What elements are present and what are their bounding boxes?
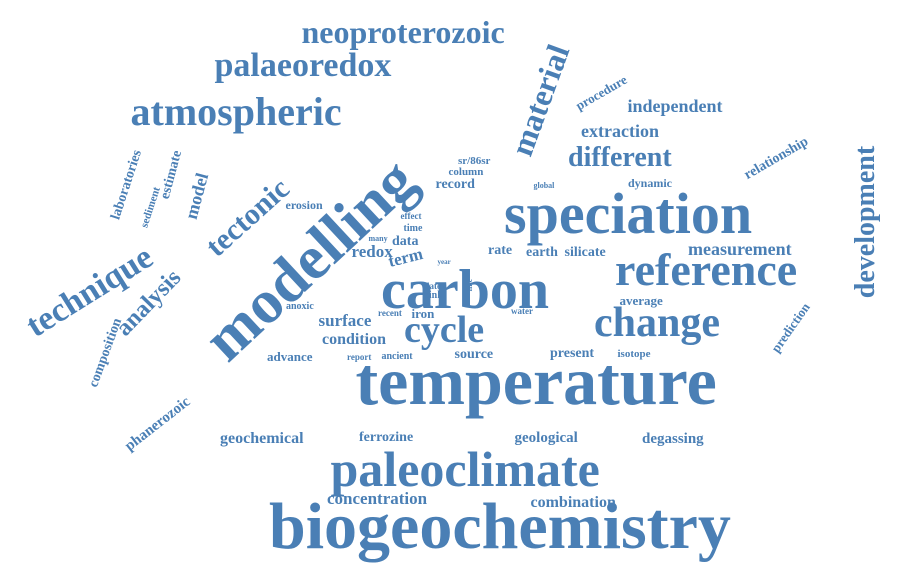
- word-iron: iron: [411, 305, 435, 321]
- word-relationship: relationship: [741, 134, 811, 183]
- word-line: line: [465, 278, 475, 292]
- word-material: material: [503, 39, 577, 161]
- word-data: data: [392, 234, 419, 249]
- word-late: late: [427, 280, 441, 291]
- word-earth: earth: [526, 245, 558, 260]
- word-prediction: prediction: [767, 299, 813, 355]
- word-extraction: extraction: [581, 121, 659, 141]
- word-cycle: cycle: [404, 309, 485, 351]
- word-sink: sink: [425, 290, 443, 301]
- word-reference: reference: [615, 244, 798, 295]
- word-sr86sr: sr/86sr: [458, 154, 491, 167]
- word-global: global: [533, 181, 555, 190]
- word-model: model: [180, 170, 212, 222]
- word-advance: advance: [267, 348, 313, 364]
- word-degassing: degassing: [642, 430, 704, 447]
- word-ferrozine: ferrozine: [359, 430, 414, 445]
- word-many: many: [368, 234, 388, 243]
- word-independent: independent: [627, 96, 723, 116]
- word-laboratories: laboratories: [108, 148, 145, 222]
- word-record: record: [435, 177, 475, 192]
- word-temperature: temperature: [355, 343, 717, 419]
- word-composition: composition: [86, 316, 126, 390]
- word-paleoclimate: paleoclimate: [330, 441, 600, 497]
- word-source: source: [454, 347, 494, 362]
- word-combination: combination: [530, 494, 616, 511]
- word-water: water: [511, 305, 533, 316]
- word-change: change: [594, 300, 720, 346]
- word-surface: surface: [318, 310, 372, 330]
- word-condition: condition: [322, 331, 387, 348]
- word-biogeochemistry: biogeochemistry: [269, 490, 731, 563]
- word-development: development: [850, 145, 882, 299]
- word-silicate: silicate: [564, 245, 606, 260]
- word-anoxic: anoxic: [286, 301, 314, 312]
- word-present: present: [550, 346, 595, 361]
- word-measurement: measurement: [688, 239, 792, 259]
- word-erosion: erosion: [285, 198, 323, 212]
- word-concentration: concentration: [327, 488, 428, 508]
- word-year: year: [437, 257, 451, 266]
- word-palaeoredox: palaeoredox: [214, 47, 392, 84]
- word-estimate: estimate: [157, 148, 186, 201]
- word-isotope: isotope: [617, 347, 651, 360]
- word-recent: recent: [378, 307, 402, 318]
- word-effect: effect: [400, 210, 422, 221]
- word-carbon: carbon: [381, 259, 549, 321]
- word-dynamic: dynamic: [628, 176, 673, 190]
- word-redox: redox: [351, 241, 393, 261]
- word-phanerozoic: phanerozoic: [122, 393, 194, 454]
- word-report: report: [347, 351, 372, 362]
- word-atmospheric: atmospheric: [130, 89, 342, 134]
- word-procedure: procedure: [572, 71, 630, 113]
- word-speciation: speciation: [504, 181, 753, 246]
- word-rate: rate: [488, 243, 513, 258]
- word-time: time: [403, 223, 423, 234]
- word-geological: geological: [514, 429, 578, 446]
- word-neoproterozoic: neoproterozoic: [301, 14, 505, 50]
- word-column: column: [448, 165, 484, 178]
- word-geochemical: geochemical: [220, 430, 304, 447]
- word-average: average: [619, 292, 663, 308]
- word-sediment: sediment: [138, 184, 163, 229]
- word-different: different: [568, 142, 672, 173]
- word-ancient: ancient: [381, 351, 413, 362]
